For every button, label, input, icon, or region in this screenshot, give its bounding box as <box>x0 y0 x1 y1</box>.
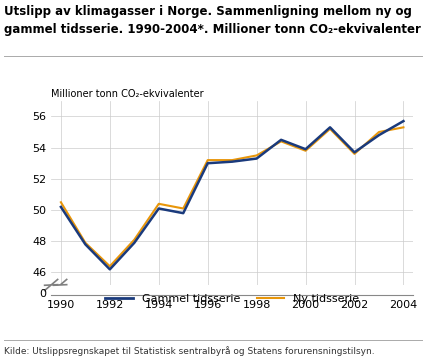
Text: gammel tidsserie. 1990-2004*. Millioner tonn CO₂-ekvivalenter: gammel tidsserie. 1990-2004*. Millioner … <box>4 23 421 36</box>
Text: Kilde: Utslippsregnskapet til Statistisk sentralbyrå og Statens forurensningstil: Kilde: Utslippsregnskapet til Statistisk… <box>4 346 375 356</box>
Text: Utslipp av klimagasser i Norge. Sammenligning mellom ny og: Utslipp av klimagasser i Norge. Sammenli… <box>4 5 412 18</box>
Text: Millioner tonn CO₂-ekvivalenter: Millioner tonn CO₂-ekvivalenter <box>51 89 204 99</box>
Legend: Gammel tidsserie, Ny tidsserie: Gammel tidsserie, Ny tidsserie <box>101 289 364 308</box>
